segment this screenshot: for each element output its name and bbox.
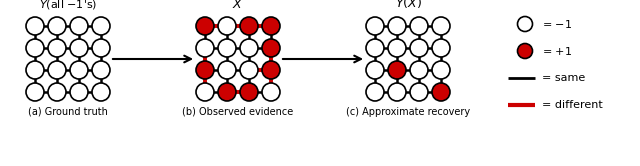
Circle shape: [26, 17, 44, 35]
Circle shape: [218, 83, 236, 101]
Circle shape: [26, 39, 44, 57]
Circle shape: [92, 61, 110, 79]
Circle shape: [366, 17, 384, 35]
Text: (a) Ground truth: (a) Ground truth: [28, 107, 108, 117]
Circle shape: [262, 83, 280, 101]
Circle shape: [92, 39, 110, 57]
Circle shape: [366, 61, 384, 79]
Circle shape: [262, 61, 280, 79]
Circle shape: [366, 83, 384, 101]
Text: $Y$(all $-1$'s): $Y$(all $-1$'s): [39, 0, 97, 11]
Circle shape: [388, 83, 406, 101]
Circle shape: [240, 39, 258, 57]
Circle shape: [196, 83, 214, 101]
Circle shape: [262, 39, 280, 57]
Circle shape: [240, 17, 258, 35]
Circle shape: [26, 61, 44, 79]
Circle shape: [70, 17, 88, 35]
Circle shape: [518, 16, 532, 32]
Circle shape: [410, 39, 428, 57]
Circle shape: [218, 61, 236, 79]
Circle shape: [366, 39, 384, 57]
Text: = $-1$: = $-1$: [542, 18, 572, 30]
Circle shape: [196, 61, 214, 79]
Circle shape: [410, 61, 428, 79]
Circle shape: [70, 39, 88, 57]
Circle shape: [92, 17, 110, 35]
Circle shape: [70, 61, 88, 79]
Text: = different: = different: [542, 100, 603, 110]
Text: (c) Approximate recovery: (c) Approximate recovery: [346, 107, 470, 117]
Circle shape: [70, 83, 88, 101]
Text: (b) Observed evidence: (b) Observed evidence: [182, 107, 294, 117]
Circle shape: [218, 17, 236, 35]
Circle shape: [432, 17, 450, 35]
Circle shape: [48, 83, 66, 101]
Circle shape: [48, 61, 66, 79]
Circle shape: [240, 61, 258, 79]
Circle shape: [410, 17, 428, 35]
Circle shape: [48, 17, 66, 35]
Circle shape: [518, 43, 532, 58]
Text: = $+1$: = $+1$: [542, 45, 572, 57]
Circle shape: [196, 17, 214, 35]
Circle shape: [432, 83, 450, 101]
Circle shape: [92, 83, 110, 101]
Circle shape: [410, 83, 428, 101]
Text: $\hat{Y}(X)$: $\hat{Y}(X)$: [394, 0, 422, 11]
Text: $X$: $X$: [232, 0, 244, 11]
Circle shape: [432, 39, 450, 57]
Circle shape: [196, 39, 214, 57]
Circle shape: [388, 17, 406, 35]
Circle shape: [48, 39, 66, 57]
Circle shape: [262, 17, 280, 35]
Circle shape: [218, 39, 236, 57]
Circle shape: [388, 39, 406, 57]
Circle shape: [432, 61, 450, 79]
Circle shape: [240, 83, 258, 101]
Circle shape: [388, 61, 406, 79]
Circle shape: [26, 83, 44, 101]
Text: = same: = same: [542, 73, 585, 83]
